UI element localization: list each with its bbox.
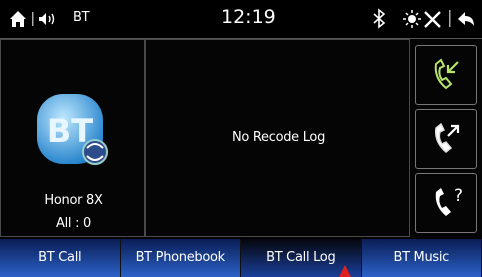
status-bar: BT 12:19 <box>0 0 482 39</box>
status-icons <box>8 9 68 29</box>
outgoing-call-icon <box>416 110 476 168</box>
svg-text:?: ? <box>454 186 463 206</box>
status-right-icons <box>370 8 480 30</box>
main-area: BT Honor 8X All : 0 No Recode Log ? <box>0 39 482 238</box>
missed-call-icon <box>416 46 476 104</box>
page: html, body { margin: 0; padding: 0; back… <box>0 0 482 277</box>
volume-icon[interactable] <box>39 13 46 25</box>
device-panel: BT Honor 8X All : 0 <box>0 39 145 237</box>
tab[interactable]: BT Call <box>0 239 121 277</box>
clock: 12:19 <box>221 6 276 28</box>
unknown-call-icon: ? <box>416 174 476 232</box>
screen: BT 12:19 BT Honor 8X All : 0 No Recode L… <box>0 0 482 277</box>
missed-calls-button[interactable] <box>415 45 477 105</box>
active-indicator <box>338 265 352 277</box>
settings-icon[interactable] <box>425 12 440 27</box>
brightness-icon[interactable] <box>408 15 416 23</box>
unknown-calls-button[interactable]: ? <box>415 173 477 233</box>
bt-logo: BT <box>33 90 115 172</box>
record-count: All : 0 <box>1 216 146 231</box>
source-label: BT <box>73 10 89 25</box>
tab[interactable]: BT Music <box>362 239 482 277</box>
outgoing-calls-button[interactable] <box>415 109 477 169</box>
device-name: Honor 8X <box>1 193 146 208</box>
home-icon[interactable] <box>10 11 26 27</box>
bluetooth-icon <box>374 10 384 27</box>
empty-message: No Recode Log <box>146 130 411 145</box>
log-panel: No Recode Log <box>145 39 410 237</box>
tab[interactable]: BT Phonebook <box>121 239 242 277</box>
back-icon[interactable] <box>458 12 474 26</box>
tab-bar: BT Call BT Phonebook BT Call Log BT Musi… <box>0 239 482 277</box>
